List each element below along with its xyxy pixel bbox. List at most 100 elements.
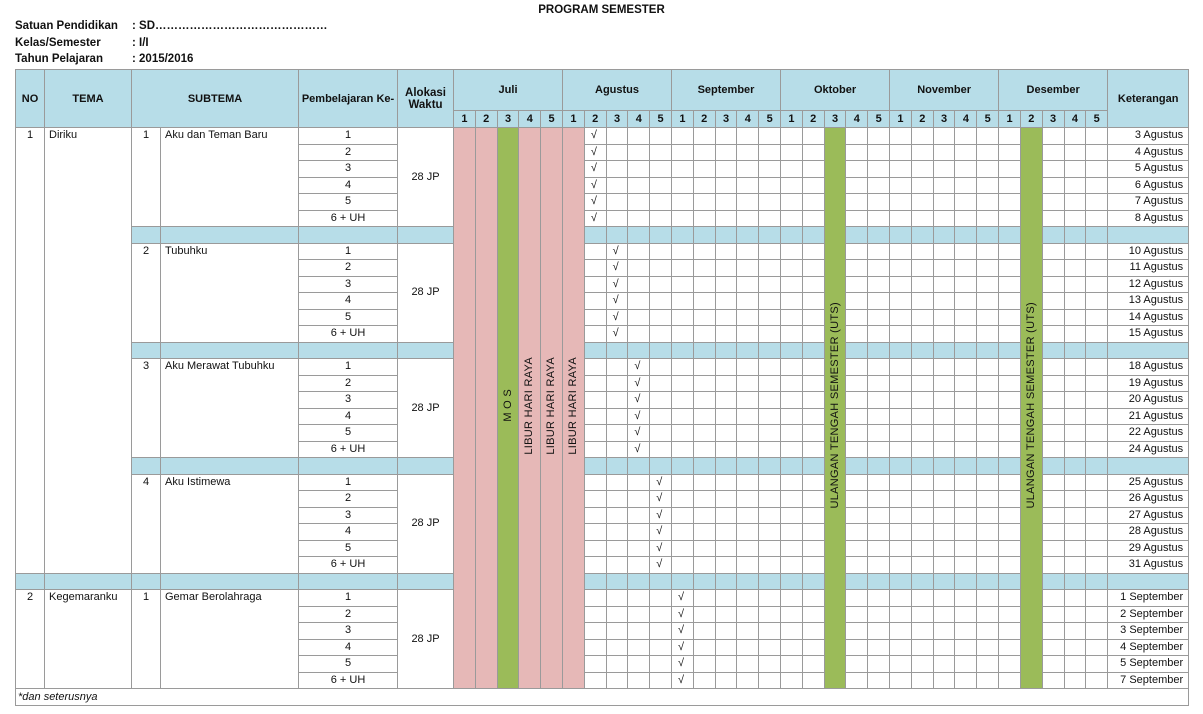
week-cell — [671, 539, 694, 557]
week-cell — [1085, 473, 1109, 491]
separator-cell — [801, 457, 825, 475]
week-cell — [976, 424, 1000, 442]
week-cell — [867, 292, 891, 310]
week-cell — [998, 506, 1021, 524]
week-cell — [736, 638, 760, 656]
week-cell — [1085, 358, 1109, 376]
lesson-number: 5 — [298, 308, 399, 326]
separator-row — [15, 572, 1190, 590]
week-cell — [932, 275, 956, 293]
header-week: 3 — [932, 110, 956, 128]
week-cell — [845, 506, 869, 524]
week-cell — [1041, 391, 1065, 409]
week-cell — [932, 292, 956, 310]
week-cell — [1041, 160, 1065, 178]
week-cell — [845, 556, 869, 574]
separator-cell — [998, 457, 1021, 475]
week-cell — [1085, 589, 1109, 607]
week-cell — [801, 242, 825, 260]
week-cell — [1041, 358, 1065, 376]
subtema-name: Aku Istimewa — [159, 473, 300, 574]
separator-cell — [758, 226, 782, 244]
week-cell — [845, 638, 869, 656]
week-cell — [780, 556, 803, 574]
alokasi-waktu: 28 JP — [397, 358, 455, 458]
tema-name: Diriku — [44, 127, 132, 574]
header-month-desember: Desember — [998, 69, 1109, 111]
week-cell — [1041, 506, 1065, 524]
separator-cell — [845, 572, 869, 590]
week-cell — [998, 589, 1021, 607]
week-cell — [954, 193, 978, 211]
week-cell — [998, 193, 1021, 211]
week-cell — [605, 176, 629, 194]
check-mark: √ — [583, 193, 607, 211]
separator-cell — [976, 226, 1000, 244]
week-cell — [932, 506, 956, 524]
special-column: LIBUR HARI RAYA — [518, 127, 542, 689]
week-cell — [932, 160, 956, 178]
week-cell — [976, 539, 1000, 557]
week-cell — [780, 374, 803, 392]
week-cell — [583, 242, 607, 260]
week-cell — [932, 473, 956, 491]
week-cell — [780, 143, 803, 161]
week-cell — [845, 325, 869, 343]
week-cell — [910, 176, 934, 194]
separator-row — [16, 341, 1190, 359]
week-cell — [736, 160, 760, 178]
week-cell — [627, 275, 651, 293]
week-cell — [692, 556, 716, 574]
separator-cell — [298, 457, 399, 475]
week-cell — [671, 473, 694, 491]
week-cell — [714, 655, 738, 673]
week-cell — [605, 407, 629, 425]
lesson-number: 6 + UH — [298, 556, 399, 574]
week-cell — [736, 671, 760, 689]
week-cell — [867, 391, 891, 409]
week-cell — [649, 358, 673, 376]
week-cell — [780, 325, 803, 343]
week-cell — [889, 374, 912, 392]
separator-cell — [845, 341, 869, 359]
week-cell — [780, 176, 803, 194]
header-week: 5 — [1085, 110, 1109, 128]
week-cell — [736, 655, 760, 673]
week-cell — [780, 292, 803, 310]
week-cell — [1041, 325, 1065, 343]
week-cell — [889, 407, 912, 425]
week-cell — [954, 325, 978, 343]
separator-cell — [889, 341, 912, 359]
week-cell — [801, 374, 825, 392]
separator-cell — [1063, 341, 1087, 359]
keterangan-date: 8 Agustus — [1107, 209, 1190, 227]
header-week: 3 — [1041, 110, 1065, 128]
special-column: LIBUR HARI RAYA — [540, 127, 564, 689]
week-cell — [671, 556, 694, 574]
week-cell — [671, 490, 694, 508]
separator-cell — [1085, 457, 1109, 475]
header-week: 5 — [758, 110, 782, 128]
week-cell — [954, 143, 978, 161]
week-cell — [671, 440, 694, 458]
week-cell — [889, 160, 912, 178]
table-row: 5 √ 7 Agustus — [16, 193, 1190, 211]
special-column-label: ULANGAN TENGAH SEMESTER (UTS) — [828, 302, 841, 509]
week-cell — [910, 539, 934, 557]
week-cell — [954, 506, 978, 524]
separator-cell — [998, 226, 1021, 244]
week-cell — [976, 374, 1000, 392]
week-cell — [1085, 143, 1109, 161]
week-cell — [780, 308, 803, 326]
header-alokasi: Alokasi Waktu — [397, 69, 455, 128]
table-row: 1 Diriku 1 Aku dan Teman Baru 1 28 JP M O S LIB… — [15, 127, 1190, 689]
week-cell — [605, 209, 629, 227]
week-cell — [758, 638, 782, 656]
week-cell — [801, 638, 825, 656]
separator-cell — [671, 457, 694, 475]
week-cell — [692, 506, 716, 524]
week-cell — [954, 358, 978, 376]
week-cell — [801, 259, 825, 277]
keterangan-date: 10 Agustus — [1107, 242, 1190, 260]
week-cell — [583, 622, 607, 640]
